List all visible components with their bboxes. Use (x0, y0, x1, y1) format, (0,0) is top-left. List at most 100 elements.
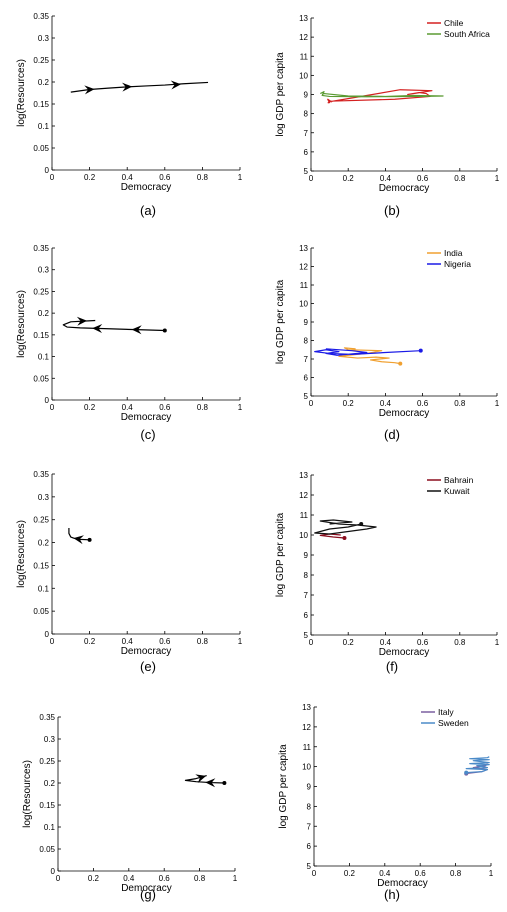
y-tick-label: 8 (304, 110, 309, 119)
chart-panel-d: 0 0.2 0.4 0.6 0.8 1 5 6 7 8 9 10 11 12 13 Democracy log … (275, 244, 500, 419)
caption-b: (b) (384, 203, 400, 218)
y-axis-label: log GDP per capita (278, 744, 289, 829)
y-tick-label: 0.15 (39, 801, 55, 810)
direction-arrow (131, 325, 142, 335)
x-tick-label: 0.4 (380, 638, 392, 647)
y-axis-label: log(Resources) (22, 760, 33, 828)
x-tick-label: 0.8 (450, 869, 462, 878)
x-axis-label: Democracy (121, 412, 172, 423)
x-axis-label: Democracy (379, 408, 430, 419)
chart-panel-b: 0 0.2 0.4 0.6 0.8 1 5 6 7 8 9 10 11 12 13 Democracy log … (275, 14, 500, 194)
direction-arrow (92, 323, 103, 333)
x-tick-label: 0.8 (197, 173, 209, 182)
x-tick-label: 0.4 (122, 173, 134, 182)
x-axis-label: Democracy (379, 647, 430, 658)
y-tick-label: 0.3 (38, 34, 50, 43)
y-tick-label: 0.25 (33, 287, 49, 296)
y-tick-label: 5 (304, 631, 309, 640)
y-tick-label: 11 (300, 52, 309, 61)
x-tick-label: 1 (238, 173, 243, 182)
x-tick-label: 0.8 (197, 637, 209, 646)
y-tick-label: 0.1 (38, 584, 50, 593)
y-tick-label: 0.05 (33, 374, 49, 383)
x-tick-label: 0.4 (380, 399, 392, 408)
y-axis-label: log(Resources) (16, 59, 27, 127)
series-south-africa-line (320, 91, 444, 98)
legend-label-india: India (444, 248, 463, 258)
y-tick-label: 12 (299, 491, 308, 500)
y-tick-label: 10 (299, 531, 308, 540)
y-tick-label: 0.25 (33, 56, 49, 65)
legend-label-bahrain: Bahrain (444, 475, 474, 485)
x-tick-label: 0.2 (343, 399, 355, 408)
x-tick-label: 0.2 (343, 638, 355, 647)
series-trajectory-line (184, 774, 225, 784)
x-tick-label: 0.6 (417, 638, 429, 647)
y-tick-label: 8 (307, 802, 312, 811)
y-tick-label: 0.35 (39, 713, 55, 722)
x-tick-label: 1 (495, 638, 500, 647)
y-tick-label: 0.1 (38, 122, 50, 131)
x-tick-label: 1 (495, 399, 500, 408)
y-axis-label: log(Resources) (16, 520, 27, 588)
y-tick-label: 0.15 (33, 331, 49, 340)
x-tick-label: 1 (489, 869, 494, 878)
y-tick-label: 12 (299, 33, 308, 42)
direction-arrow (121, 82, 133, 92)
y-tick-label: 10 (302, 763, 311, 772)
y-tick-label: 7 (304, 129, 309, 138)
x-tick-label: 0.4 (380, 174, 392, 183)
x-tick-label: 0.4 (122, 403, 134, 412)
y-tick-label: 5 (304, 392, 309, 401)
x-axis-label: Democracy (379, 183, 430, 194)
x-tick-label: 0 (309, 399, 314, 408)
x-tick-label: 0 (312, 869, 317, 878)
y-tick-label: 0.2 (38, 539, 50, 548)
caption-e: (e) (140, 659, 156, 674)
x-tick-label: 0.4 (123, 874, 135, 883)
x-tick-label: 0.2 (344, 869, 356, 878)
x-tick-label: 0 (56, 874, 61, 883)
caption-a: (a) (140, 203, 156, 218)
y-tick-label: 13 (299, 471, 308, 480)
series-india-line (338, 347, 401, 365)
series-sweden-start-point (464, 770, 469, 775)
x-tick-label: 0.2 (84, 173, 96, 182)
legend-label-nigeria: Nigeria (444, 259, 471, 269)
y-tick-label: 10 (299, 300, 308, 309)
y-tick-label: 9 (307, 783, 312, 792)
series-trajectory-start-point (162, 328, 167, 333)
x-tick-label: 0.6 (415, 869, 427, 878)
y-tick-label: 0 (45, 166, 50, 175)
x-axis-label: Democracy (121, 182, 172, 193)
direction-arrow (195, 774, 207, 783)
x-tick-label: 0.2 (343, 174, 355, 183)
x-tick-label: 0.2 (88, 874, 100, 883)
series-kuwait-line (314, 519, 377, 535)
y-tick-label: 7 (304, 591, 309, 600)
y-tick-label: 10 (299, 71, 308, 80)
y-tick-label: 0.3 (38, 266, 50, 275)
series-nigeria-line (314, 348, 421, 356)
x-tick-label: 0 (50, 173, 55, 182)
y-tick-label: 0.2 (44, 779, 56, 788)
y-tick-label: 11 (303, 743, 312, 752)
series-trajectory-start-point (222, 781, 227, 785)
y-axis-label: log(Resources) (16, 290, 27, 358)
x-tick-label: 1 (495, 174, 500, 183)
series-trajectory-line (68, 527, 90, 541)
series-sweden-line (465, 756, 490, 774)
chart-panel-g: 0 0.2 0.4 0.6 0.8 1 0 0.05 0.1 0.15 0.2 0.25 0.3 0.35… (22, 713, 238, 894)
y-tick-label: 0.15 (33, 561, 49, 570)
x-tick-label: 0.6 (159, 173, 171, 182)
legend-label-italy: Italy (438, 707, 454, 717)
y-tick-label: 13 (299, 244, 308, 253)
y-tick-label: 12 (299, 263, 308, 272)
y-axis-label: log GDP per capita (275, 52, 286, 137)
x-tick-label: 0.2 (84, 403, 96, 412)
y-tick-label: 11 (300, 281, 309, 290)
y-tick-label: 0.35 (33, 244, 49, 253)
series-kuwait-start-point (359, 522, 364, 526)
x-tick-label: 0 (50, 637, 55, 646)
y-tick-label: 0.05 (33, 607, 49, 616)
